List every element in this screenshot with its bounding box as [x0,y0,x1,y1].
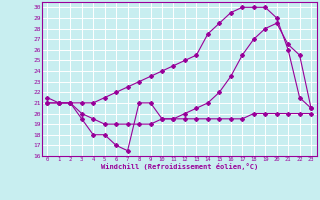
X-axis label: Windchill (Refroidissement éolien,°C): Windchill (Refroidissement éolien,°C) [100,163,258,170]
